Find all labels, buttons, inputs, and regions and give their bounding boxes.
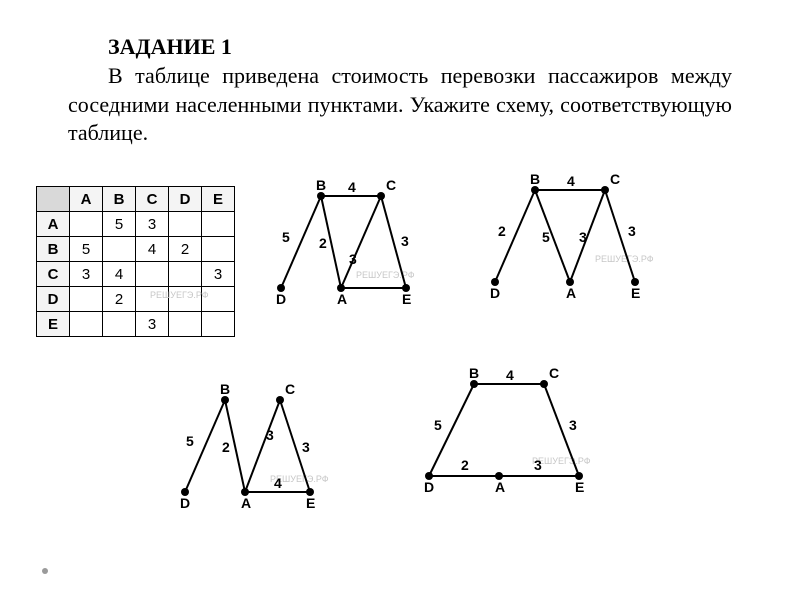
- edge-weight: 3: [302, 439, 310, 455]
- edge-weight: 4: [348, 179, 356, 195]
- node-label: A: [241, 495, 251, 511]
- node-label: B: [316, 178, 326, 193]
- row-head: E: [37, 312, 70, 337]
- edge-weight: 2: [461, 457, 469, 473]
- cell: [70, 212, 103, 237]
- task-heading: ЗАДАНИЕ 1: [108, 34, 232, 60]
- node-label: E: [631, 285, 640, 301]
- node-label: B: [530, 172, 540, 187]
- edge-weight: 5: [542, 229, 550, 245]
- row-head: B: [37, 237, 70, 262]
- watermark: РЕШУЕГЭ.РФ: [595, 254, 654, 264]
- edge-weight: 5: [282, 229, 290, 245]
- graph-2: РЕШУЕГЭ.РФ 4 2 5 3 3 B C D A E: [480, 172, 660, 307]
- node-label: B: [469, 366, 479, 381]
- watermark: РЕШУЕГЭ.РФ: [356, 270, 415, 280]
- node-label: C: [610, 172, 620, 187]
- edge-weight: 2: [319, 235, 327, 251]
- cell: [169, 262, 202, 287]
- graph-node: [470, 380, 478, 388]
- edge-weight: 4: [506, 367, 514, 383]
- graph-4: РЕШУЕГЭ.РФ45233BCDAE: [414, 366, 604, 501]
- cell: 3: [136, 212, 169, 237]
- node-label: A: [495, 479, 505, 495]
- edge-weight: 4: [274, 475, 282, 491]
- node-label: A: [566, 285, 576, 301]
- node-label: D: [180, 495, 190, 511]
- graph-3: РЕШУЕГЭ.РФ52334BCDAE: [170, 382, 340, 517]
- cell: [169, 312, 202, 337]
- cell: 4: [103, 262, 136, 287]
- graph-1: РЕШУЕГЭ.РФ 4 5 2 3 3 B C D A E: [266, 178, 436, 313]
- node-label: D: [424, 479, 434, 495]
- row-head: C: [37, 262, 70, 287]
- row-head: D: [37, 287, 70, 312]
- cell: 2: [103, 287, 136, 312]
- cell: 5: [103, 212, 136, 237]
- cell: [103, 237, 136, 262]
- cell: [103, 312, 136, 337]
- node-label: C: [549, 366, 559, 381]
- cell: 2: [169, 237, 202, 262]
- edge-weight: 5: [186, 433, 194, 449]
- edge-weight: 3: [349, 251, 357, 267]
- node-label: B: [220, 382, 230, 397]
- cell: 3: [70, 262, 103, 287]
- node-label: E: [306, 495, 315, 511]
- edge-weight: 3: [628, 223, 636, 239]
- cell: [70, 312, 103, 337]
- row-head: A: [37, 212, 70, 237]
- node-label: C: [285, 382, 295, 397]
- graph-node: [317, 192, 325, 200]
- cell: [202, 212, 235, 237]
- graph-node: [276, 396, 284, 404]
- edge-weight: 3: [569, 417, 577, 433]
- edge-weight: 5: [434, 417, 442, 433]
- cell: 3: [202, 262, 235, 287]
- col-head: A: [70, 187, 103, 212]
- node-label: A: [337, 291, 347, 307]
- watermark: РЕШУЕГЭ.РФ: [150, 290, 209, 300]
- cell: 5: [70, 237, 103, 262]
- graph-node: [601, 186, 609, 194]
- cell: 3: [136, 312, 169, 337]
- table-corner: [37, 187, 70, 212]
- graph-edge: [570, 190, 605, 282]
- cost-table: A B C D E A 5 3 B 5 4 2 C 3 4 3 D 2 E: [36, 186, 235, 337]
- edge-weight: 2: [222, 439, 230, 455]
- graph-node: [531, 186, 539, 194]
- cell: [136, 262, 169, 287]
- graph-node: [221, 396, 229, 404]
- col-head: E: [202, 187, 235, 212]
- graph-edge: [535, 190, 570, 282]
- graph-node: [540, 380, 548, 388]
- node-label: D: [490, 285, 500, 301]
- cell: [70, 287, 103, 312]
- node-label: D: [276, 291, 286, 307]
- edge-weight: 3: [534, 457, 542, 473]
- edge-weight: 2: [498, 223, 506, 239]
- slide-bullet: [42, 568, 48, 574]
- cell: [202, 312, 235, 337]
- node-label: E: [402, 291, 411, 307]
- edge-weight: 3: [266, 427, 274, 443]
- cell: [169, 212, 202, 237]
- cell: 4: [136, 237, 169, 262]
- graph-node: [377, 192, 385, 200]
- edge-weight: 3: [401, 233, 409, 249]
- cell: [202, 237, 235, 262]
- edge-weight: 4: [567, 173, 575, 189]
- col-head: B: [103, 187, 136, 212]
- node-label: E: [575, 479, 584, 495]
- node-label: C: [386, 178, 396, 193]
- col-head: C: [136, 187, 169, 212]
- task-body: В таблице приведена стоимость перевозки …: [68, 62, 732, 148]
- edge-weight: 3: [579, 229, 587, 245]
- col-head: D: [169, 187, 202, 212]
